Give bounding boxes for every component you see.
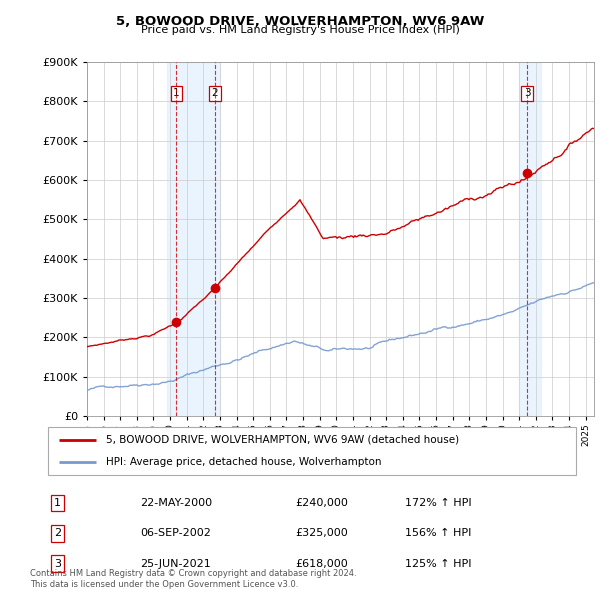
Text: 22-MAY-2000: 22-MAY-2000 (140, 498, 212, 508)
Text: 3: 3 (54, 559, 61, 569)
Text: Price paid vs. HM Land Registry's House Price Index (HPI): Price paid vs. HM Land Registry's House … (140, 25, 460, 35)
Text: £325,000: £325,000 (295, 529, 348, 538)
Text: 5, BOWOOD DRIVE, WOLVERHAMPTON, WV6 9AW: 5, BOWOOD DRIVE, WOLVERHAMPTON, WV6 9AW (116, 15, 484, 28)
Text: 06-SEP-2002: 06-SEP-2002 (140, 529, 211, 538)
Text: 156% ↑ HPI: 156% ↑ HPI (406, 529, 472, 538)
Text: HPI: Average price, detached house, Wolverhampton: HPI: Average price, detached house, Wolv… (106, 457, 382, 467)
Bar (167, 62, 220, 416)
Text: 2: 2 (211, 88, 218, 99)
Text: 3: 3 (524, 88, 530, 99)
Text: 1: 1 (173, 88, 180, 99)
Text: 5, BOWOOD DRIVE, WOLVERHAMPTON, WV6 9AW (detached house): 5, BOWOOD DRIVE, WOLVERHAMPTON, WV6 9AW … (106, 435, 459, 445)
Text: 1: 1 (54, 498, 61, 508)
Text: 172% ↑ HPI: 172% ↑ HPI (406, 498, 472, 508)
Text: 125% ↑ HPI: 125% ↑ HPI (406, 559, 472, 569)
Text: £240,000: £240,000 (295, 498, 348, 508)
Bar (519, 62, 541, 416)
Text: 2: 2 (54, 529, 61, 538)
Text: Contains HM Land Registry data © Crown copyright and database right 2024.
This d: Contains HM Land Registry data © Crown c… (30, 569, 356, 589)
Text: 25-JUN-2021: 25-JUN-2021 (140, 559, 211, 569)
Text: £618,000: £618,000 (295, 559, 348, 569)
